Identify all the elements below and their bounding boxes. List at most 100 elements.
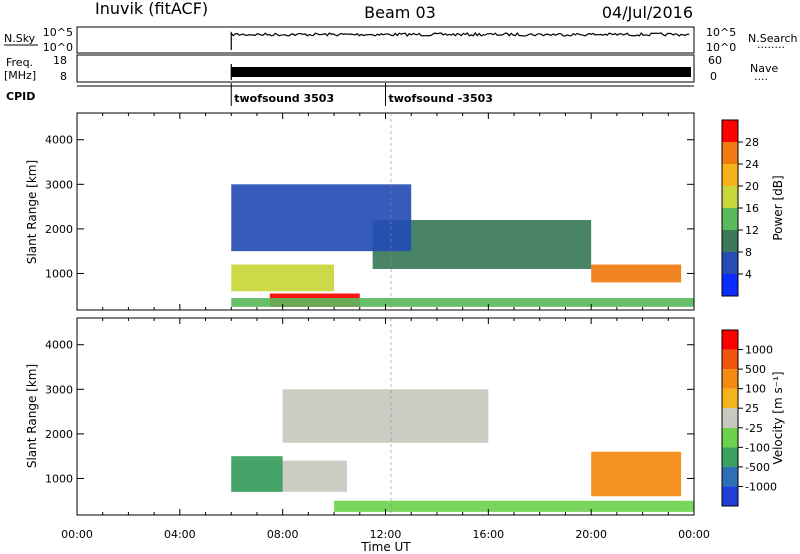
power-data: [231, 184, 694, 307]
velocity-colorbar-frame: [721, 329, 739, 507]
power-cbar-swatch-5: [722, 230, 738, 252]
power-cbar-swatch-6: [722, 252, 738, 274]
power-cbar-swatch-2: [722, 164, 738, 186]
velocity-ytick-label-0: 4000: [45, 339, 73, 352]
velocity-colorbar-swatches: [722, 330, 738, 506]
velocity-cbar-swatch-3: [722, 388, 738, 409]
velocity-cbar-swatch-6: [722, 447, 738, 467]
noise-sky-line: [230, 31, 690, 37]
freq-right-label-dots: ....: [754, 70, 768, 83]
power-ytick-label-1: 3000: [45, 178, 73, 191]
x-tick-label-5: 20:00: [575, 528, 607, 541]
velocity-cbar-tick-label-5: -100: [745, 441, 770, 454]
date-title: 04/Jul/2016: [602, 3, 693, 22]
noise-right-label: N.Search: [748, 32, 798, 45]
cpid-row: CPID twofsound 3503 twofsound -3503: [6, 83, 694, 106]
freq-panel: Freq. [MHz] 18 8 60 0 Nave ....: [4, 54, 778, 83]
velocity-colorbar-label: Velocity [m s⁻¹]: [771, 371, 785, 464]
power-ytick-label-0: 4000: [45, 134, 73, 147]
noise-trace: [230, 31, 690, 50]
power-cbar-swatch-4: [722, 208, 738, 230]
cpid-mode-label-0: twofsound 3503: [234, 92, 334, 105]
velocity-cbar-tick-label-1: 500: [745, 363, 766, 376]
velocity-region-9: [334, 500, 694, 512]
freq-band: [231, 67, 691, 77]
x-tick-labels: 00:00 04:00 08:00 12:00 16:00 20:00 00:00: [61, 528, 710, 541]
x-tick-label-1: 04:00: [164, 528, 196, 541]
velocity-ytick-label-1: 3000: [45, 383, 73, 396]
power-colorbar-ticks: 28 24 20 16 12 8 4: [738, 136, 759, 281]
noise-left-tick-top: 10^5: [43, 26, 73, 39]
power-cbar-tick-label-6: 4: [745, 268, 752, 281]
x-tick-label-4: 16:00: [472, 528, 504, 541]
noise-right-tick-bottom: 10^0: [706, 41, 736, 54]
power-cbar-tick-label-2: 20: [745, 180, 759, 193]
velocity-cbar-tick-label-6: -500: [745, 461, 770, 474]
power-cbar-tick-label-5: 8: [745, 246, 752, 259]
power-cbar-tick-label-4: 12: [745, 224, 759, 237]
power-ytick-label-2: 2000: [45, 223, 73, 236]
velocity-cbar-tick-label-0: 1000: [745, 344, 773, 357]
velocity-cbar-swatch-5: [722, 427, 738, 448]
velocity-cbar-swatch-8: [722, 486, 738, 506]
power-region-1: [591, 264, 682, 283]
velocity-cbar-tick-label-7: -1000: [745, 480, 777, 493]
noise-panel-frame: [76, 26, 695, 54]
freq-panel-frame: [76, 54, 695, 83]
velocity-ylabel: Slant Range [km]: [25, 364, 39, 468]
power-colorbar: 28 24 20 16 12 8 4 Power [dB]: [721, 119, 785, 297]
power-colorbar-label: Power [dB]: [771, 175, 785, 240]
freq-left-tick-bottom: 8: [60, 70, 67, 83]
cpid-mode-label-1: twofsound -3503: [389, 92, 493, 105]
velocity-region-10: [231, 456, 283, 492]
power-axes: 4000 3000 2000 1000: [45, 113, 695, 310]
velocity-region-8: [282, 389, 489, 443]
velocity-cbar-swatch-7: [722, 466, 738, 487]
velocity-region-6: [591, 451, 682, 497]
velocity-cbar-tick-label-3: 25: [745, 402, 759, 415]
cpid-label: CPID: [6, 90, 35, 103]
freq-left-tick-top: 18: [53, 54, 67, 67]
noise-right-label-dots: ........: [757, 38, 785, 51]
freq-left-label-1: Freq.: [6, 56, 33, 69]
x-tick-label-3: 12:00: [370, 528, 402, 541]
power-ylabel: Slant Range [km]: [25, 160, 39, 264]
power-colorbar-swatches: [722, 120, 738, 296]
power-panel: 4000 3000 2000 1000 Slant Range [km]: [25, 112, 695, 311]
velocity-axes: 4000 3000 2000 1000: [45, 318, 695, 515]
velocity-cbar-tick-label-4: -25: [745, 422, 763, 435]
freq-left-label-2: [MHz]: [4, 69, 36, 82]
x-tick-label-6: 00:00: [678, 528, 710, 541]
power-cbar-swatch-1: [722, 142, 738, 164]
velocity-panel: 4000 3000 2000 1000 Slant Range [km]: [25, 317, 695, 516]
power-cbar-tick-label-0: 28: [745, 136, 759, 149]
power-cbar-swatch-0: [722, 120, 738, 142]
site-title: Inuvik (fitACF): [95, 0, 208, 18]
noise-left-label: N.Sky: [4, 32, 36, 45]
velocity-ytick-label-2: 2000: [45, 428, 73, 441]
velocity-data: [231, 389, 694, 512]
cpid-marks: twofsound 3503 twofsound -3503: [230, 83, 493, 106]
x-axis-label: Time UT: [360, 540, 411, 554]
noise-right-tick-top: 10^5: [706, 26, 736, 39]
freq-right-tick-top: 60: [708, 54, 722, 67]
power-cbar-swatch-3: [722, 186, 738, 208]
power-cbar-tick-label-1: 24: [745, 158, 759, 171]
velocity-cbar-swatch-4: [722, 408, 738, 428]
velocity-cbar-swatch-0: [722, 330, 738, 350]
velocity-colorbar: 1000 500 100 25 -25 -100 -500 -1000 Velocity [m…: [721, 329, 785, 507]
power-cbar-tick-label-3: 16: [745, 202, 759, 215]
velocity-cbar-swatch-1: [722, 349, 738, 370]
power-region-5: [231, 184, 412, 252]
power-ytick-label-3: 1000: [45, 267, 73, 280]
beam-title: Beam 03: [364, 3, 436, 22]
velocity-cbar-swatch-2: [722, 369, 738, 389]
velocity-cbar-tick-label-2: 100: [745, 383, 766, 396]
power-cbar-swatch-7: [722, 274, 738, 296]
freq-trace: [230, 64, 691, 80]
freq-right-label: Nave: [750, 62, 778, 75]
power-region-3: [231, 297, 694, 307]
noise-panel: N.Sky 10^5 10^0 10^5 10^0 N.Search .....…: [4, 26, 798, 54]
velocity-ytick-label-3: 1000: [45, 472, 73, 485]
